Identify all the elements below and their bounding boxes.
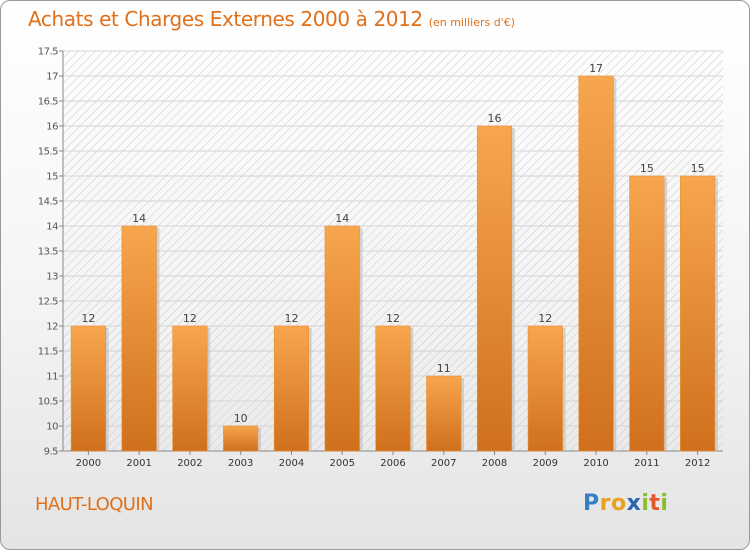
x-tick-label: 2006 <box>380 458 405 469</box>
data-label: 12 <box>183 312 197 325</box>
y-tick-label: 13.5 <box>38 247 58 258</box>
data-label: 17 <box>589 62 603 75</box>
chart-title-text: Achats et Charges Externes 2000 à 2012 <box>28 7 423 31</box>
logo-letter: i <box>660 491 669 516</box>
y-tick-label: 17.5 <box>38 47 58 58</box>
place-name: HAUT-LOQUIN <box>35 494 154 515</box>
logo-letter: x <box>626 491 642 516</box>
x-tick-label: 2003 <box>228 458 253 469</box>
y-tick-label: 10 <box>46 422 58 433</box>
x-tick-label: 2004 <box>279 458 304 469</box>
bar <box>223 425 259 452</box>
data-label: 14 <box>132 212 146 225</box>
data-label: 12 <box>284 312 298 325</box>
data-label: 10 <box>234 412 248 425</box>
y-tick-label: 12.5 <box>38 297 58 308</box>
bar <box>476 125 513 452</box>
y-tick-label: 14.5 <box>38 197 58 208</box>
y-tick-label: 9.5 <box>44 447 59 458</box>
bar <box>578 75 614 452</box>
logo-letter: r <box>599 491 611 516</box>
data-label: 12 <box>386 312 400 325</box>
data-label: 16 <box>488 112 502 125</box>
data-label: 15 <box>691 162 705 175</box>
y-tick-label: 11 <box>46 372 58 383</box>
bar <box>680 175 716 452</box>
bar <box>426 375 462 452</box>
x-tick-label: 2010 <box>583 458 608 469</box>
x-tick-label: 2009 <box>533 458 558 469</box>
y-tick-label: 16.5 <box>38 97 58 108</box>
y-tick-label: 14 <box>46 222 58 233</box>
y-tick-label: 13 <box>46 272 58 283</box>
bar <box>324 225 360 452</box>
y-tick-label: 12 <box>46 322 58 333</box>
logo-letter: i <box>641 491 650 516</box>
y-tick-label: 10.5 <box>38 397 58 408</box>
bar <box>527 325 563 452</box>
x-tick-label: 2005 <box>330 458 355 469</box>
bar <box>121 225 157 452</box>
bar <box>70 325 106 452</box>
data-label: 11 <box>437 362 451 375</box>
x-tick-label: 2008 <box>482 458 507 469</box>
data-label: 12 <box>81 312 95 325</box>
bar <box>375 325 411 452</box>
bar <box>172 325 208 452</box>
x-tick-label: 2012 <box>685 458 710 469</box>
y-tick-label: 15.5 <box>38 147 58 158</box>
logo-letter: t <box>649 491 661 516</box>
y-tick-label: 15 <box>46 172 58 183</box>
x-tick-label: 2007 <box>431 458 456 469</box>
data-label: 14 <box>335 212 349 225</box>
x-tick-label: 2011 <box>634 458 659 469</box>
logo-letter: o <box>610 491 627 516</box>
chart-title: Achats et Charges Externes 2000 à 2012 (e… <box>28 7 515 31</box>
bar <box>629 175 665 452</box>
proxiti-logo: Proxiti <box>583 491 668 516</box>
y-tick-label: 17 <box>46 72 58 83</box>
chart-title-unit: (en milliers d'€) <box>428 16 516 29</box>
x-tick-label: 2002 <box>177 458 202 469</box>
logo-letter: P <box>583 491 600 516</box>
y-tick-label: 11.5 <box>38 347 58 358</box>
data-label: 15 <box>640 162 654 175</box>
data-label: 12 <box>538 312 552 325</box>
x-tick-label: 2000 <box>76 458 101 469</box>
y-tick-label: 16 <box>46 122 58 133</box>
bar <box>273 325 310 452</box>
x-tick-label: 2001 <box>126 458 151 469</box>
